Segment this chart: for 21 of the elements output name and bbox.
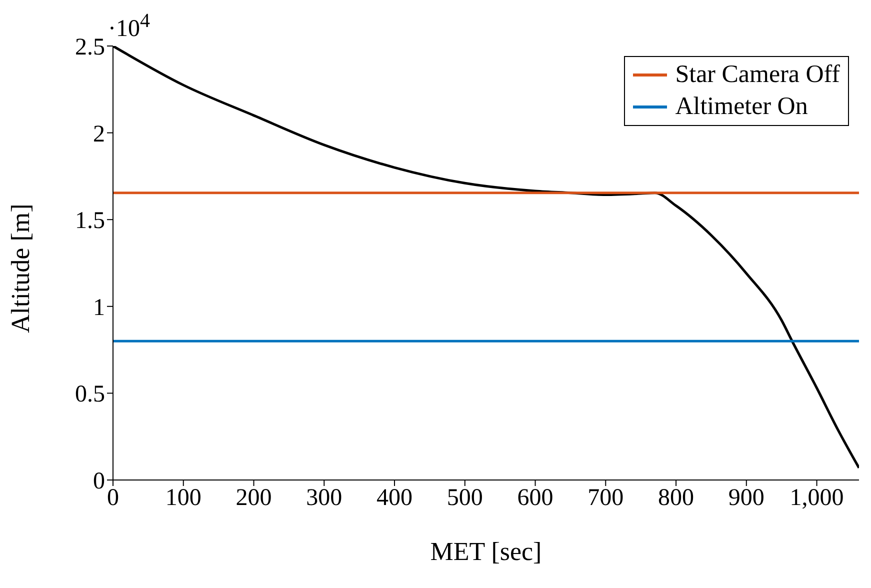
x-tick-label: 700 <box>588 485 624 512</box>
legend-label: Altimeter On <box>675 92 808 122</box>
y-tick-label: 1.5 <box>75 208 105 234</box>
x-tick-label: 600 <box>517 485 554 512</box>
text: ·10$^{4}$ <box>108 10 150 43</box>
x-tick-label: 500 <box>446 485 483 512</box>
y-tick-label: 0.5 <box>75 382 105 408</box>
x-tick-label: 200 <box>236 485 272 512</box>
x-tick-label: 1,000 <box>790 485 844 512</box>
x-tick-label: 100 <box>165 485 202 512</box>
y-tick-label: 2.5 <box>75 34 105 61</box>
y-tick-label: 2 <box>93 121 105 148</box>
legend-label: Star Camera Off <box>675 60 840 90</box>
x-tick-label: 300 <box>306 485 342 512</box>
x-axis-title: MET [sec] <box>430 537 542 566</box>
x-tick-label: 400 <box>376 485 413 512</box>
x-tick-label: 800 <box>658 485 694 512</box>
y-axis-title: Altitude [m] <box>6 204 36 333</box>
x-tick-label: 900 <box>728 485 764 512</box>
y-tick-label: 1 <box>93 294 105 321</box>
y-tick-label: 0 <box>93 468 105 495</box>
